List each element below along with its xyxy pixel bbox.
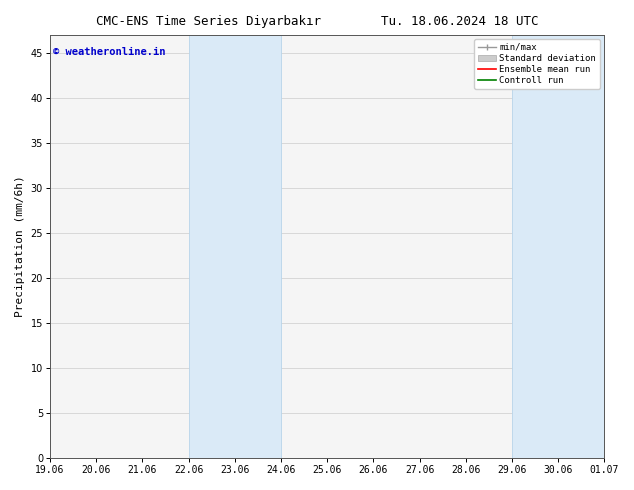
Text: CMC-ENS Time Series Diyarbakır        Tu. 18.06.2024 18 UTC: CMC-ENS Time Series Diyarbakır Tu. 18.06… xyxy=(96,15,538,28)
Bar xyxy=(188,35,281,458)
Legend: min/max, Standard deviation, Ensemble mean run, Controll run: min/max, Standard deviation, Ensemble me… xyxy=(474,39,600,89)
Y-axis label: Precipitation (mm/6h): Precipitation (mm/6h) xyxy=(15,175,25,317)
Text: © weatheronline.in: © weatheronline.in xyxy=(53,48,165,57)
Bar xyxy=(512,35,604,458)
